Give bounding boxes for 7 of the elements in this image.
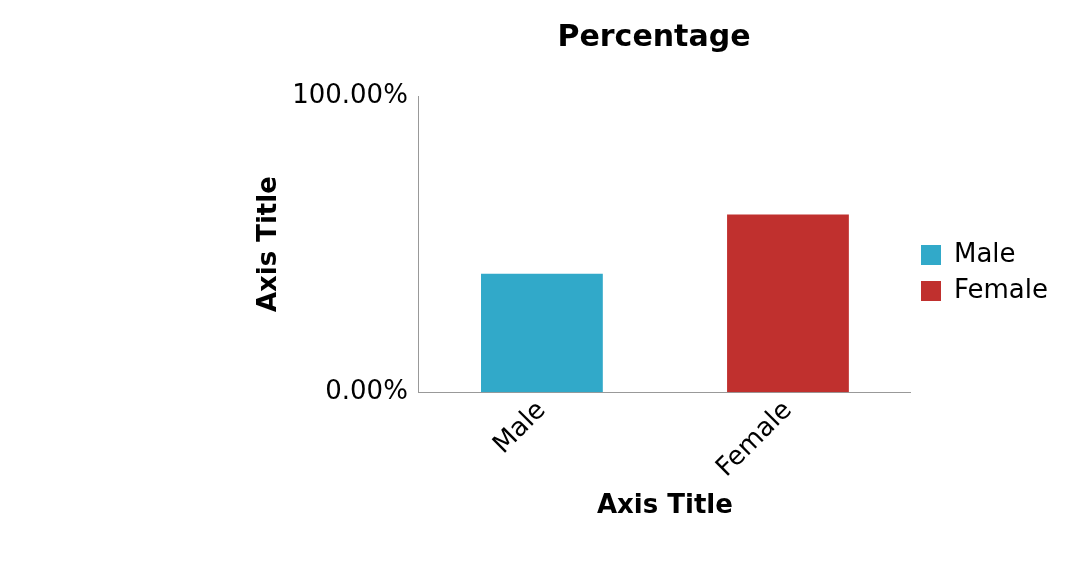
x-axis-title: Axis Title bbox=[596, 489, 733, 520]
legend-label: Female bbox=[953, 273, 1049, 304]
chart-title: Percentage bbox=[557, 17, 751, 53]
legend-label: Male bbox=[953, 237, 1016, 268]
y-tick-label: 0.00% bbox=[325, 375, 408, 406]
y-axis-title: Axis Title bbox=[252, 176, 283, 313]
y-tick-label: 100.00% bbox=[292, 78, 408, 109]
